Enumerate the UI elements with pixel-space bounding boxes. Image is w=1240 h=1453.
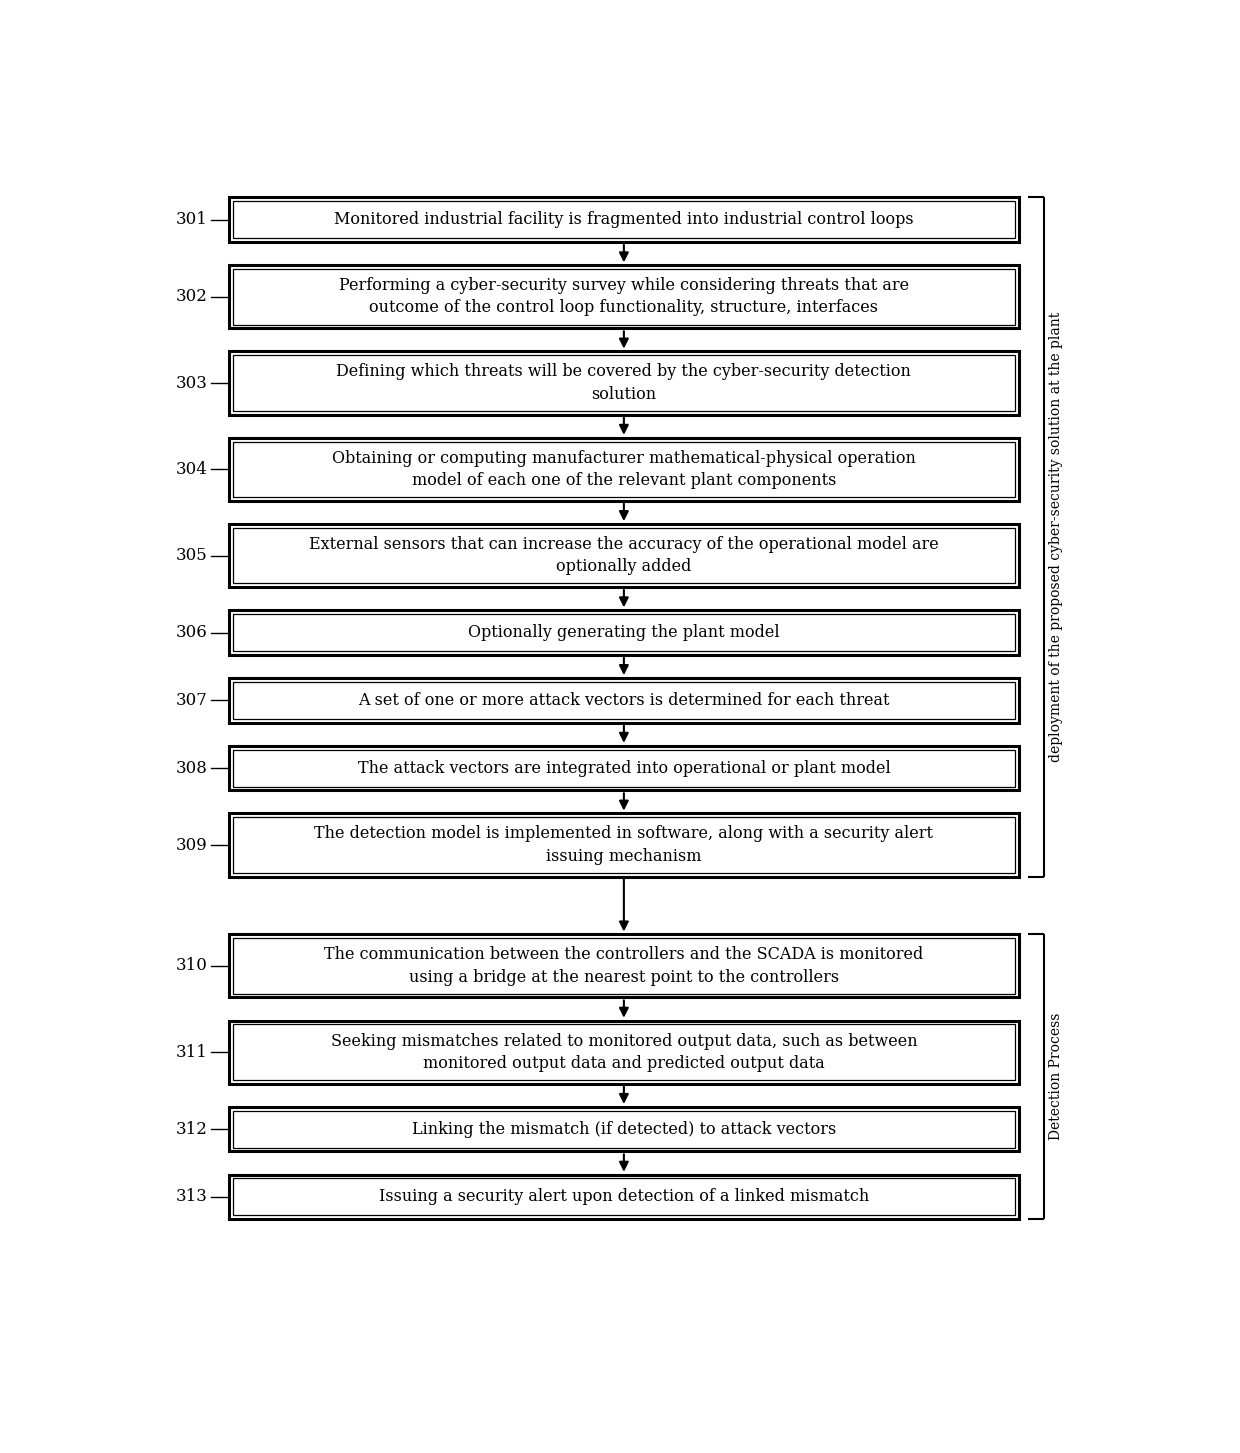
Bar [233, 1178, 1016, 1215]
Bar [233, 615, 1016, 651]
Text: 310: 310 [176, 958, 207, 975]
Text: Optionally generating the plant model: Optionally generating the plant model [467, 623, 780, 641]
Text: 313: 313 [176, 1189, 207, 1206]
Text: 302: 302 [176, 288, 207, 305]
Text: 312: 312 [176, 1120, 207, 1138]
Bar [228, 814, 1019, 876]
Bar [228, 1174, 1019, 1219]
Bar [228, 352, 1019, 414]
Text: Linking the mismatch (if detected) to attack vectors: Linking the mismatch (if detected) to at… [412, 1120, 836, 1138]
Text: The communication between the controllers and the SCADA is monitored
using a bri: The communication between the controller… [324, 946, 924, 985]
Text: 307: 307 [176, 692, 207, 709]
Text: 311: 311 [176, 1043, 207, 1061]
Bar [233, 681, 1016, 719]
Text: Defining which threats will be covered by the cyber-security detection
solution: Defining which threats will be covered b… [336, 363, 911, 402]
Text: 306: 306 [176, 623, 207, 641]
Text: 303: 303 [176, 375, 207, 391]
Bar [228, 1107, 1019, 1151]
Text: Performing a cyber-security survey while considering threats that are
outcome of: Performing a cyber-security survey while… [339, 278, 909, 317]
Bar [233, 442, 1016, 497]
Text: Seeking mismatches related to monitored output data, such as between
monitored o: Seeking mismatches related to monitored … [331, 1033, 918, 1072]
Text: 304: 304 [176, 461, 207, 478]
Bar [228, 934, 1019, 998]
Bar [233, 939, 1016, 994]
Text: 308: 308 [176, 760, 207, 776]
Bar [228, 266, 1019, 328]
Bar [228, 437, 1019, 501]
Bar [233, 202, 1016, 238]
Bar [228, 679, 1019, 722]
Text: deployment of the proposed cyber-security solution at the plant: deployment of the proposed cyber-securit… [1049, 312, 1064, 763]
Text: Monitored industrial facility is fragmented into industrial control loops: Monitored industrial facility is fragmen… [334, 211, 914, 228]
Bar [233, 527, 1016, 583]
Text: External sensors that can increase the accuracy of the operational model are
opt: External sensors that can increase the a… [309, 536, 939, 575]
Bar [228, 525, 1019, 587]
Text: Detection Process: Detection Process [1049, 1013, 1064, 1141]
Bar [233, 269, 1016, 324]
Text: The detection model is implemented in software, along with a security alert
issu: The detection model is implemented in so… [315, 825, 934, 865]
Bar [228, 610, 1019, 655]
Bar [233, 356, 1016, 411]
Text: The attack vectors are integrated into operational or plant model: The attack vectors are integrated into o… [357, 760, 890, 776]
Text: 301: 301 [176, 211, 207, 228]
Text: 305: 305 [176, 546, 207, 564]
Bar [233, 750, 1016, 786]
Bar [233, 1024, 1016, 1080]
Bar [228, 198, 1019, 243]
Bar [233, 817, 1016, 873]
Text: 309: 309 [176, 837, 207, 853]
Text: Issuing a security alert upon detection of a linked mismatch: Issuing a security alert upon detection … [378, 1189, 869, 1206]
Text: A set of one or more attack vectors is determined for each threat: A set of one or more attack vectors is d… [358, 692, 889, 709]
Text: Obtaining or computing manufacturer mathematical-physical operation
model of eac: Obtaining or computing manufacturer math… [332, 449, 916, 488]
Bar [233, 1110, 1016, 1148]
Bar [228, 745, 1019, 790]
Bar [228, 1020, 1019, 1084]
